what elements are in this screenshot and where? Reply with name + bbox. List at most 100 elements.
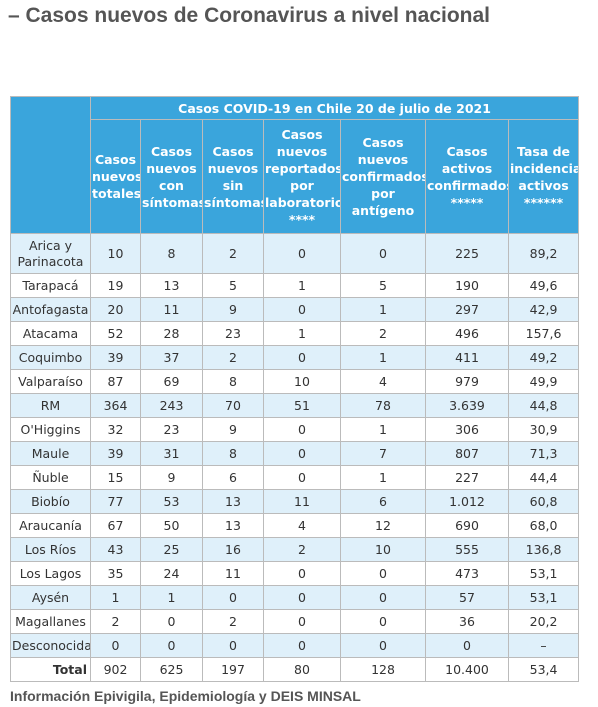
region-cell: Antofagasta [10, 297, 91, 322]
value-cell: 24 [140, 561, 203, 586]
value-cell: 297 [425, 297, 509, 322]
value-cell: 35 [90, 561, 141, 586]
value-cell: 31 [140, 441, 203, 466]
value-cell: 11 [202, 561, 264, 586]
value-cell: 78 [340, 393, 426, 418]
value-cell: 23 [140, 417, 203, 442]
value-cell: 9 [202, 417, 264, 442]
value-cell: 473 [425, 561, 509, 586]
table-row: Desconocida 0 0 0 0 0 0– [10, 633, 580, 658]
total-cell: 902 [90, 657, 141, 682]
region-cell: Biobío [10, 489, 91, 514]
value-cell: 807 [425, 441, 509, 466]
value-cell: 979 [425, 369, 509, 394]
value-cell: 42,9 [507, 297, 580, 322]
value-cell: 411 [425, 345, 509, 370]
value-cell: 225 [425, 233, 509, 274]
table-row: Los Ríos 43 25 16 2 10 555 136,8 [10, 537, 580, 562]
value-cell: 0 [140, 609, 203, 634]
value-cell: 89,2 [507, 233, 580, 274]
source-note: Información Epivigila, Epidemiología y D… [10, 688, 361, 704]
value-cell: 2 [202, 609, 264, 634]
table-row: Antofagasta 20 11 9 0 1 297 42,9 [10, 297, 580, 322]
value-cell: 227 [425, 465, 509, 490]
value-cell: 8 [202, 369, 264, 394]
total-cell: 80 [263, 657, 341, 682]
value-cell: 496 [425, 321, 509, 346]
value-cell: 70 [202, 393, 264, 418]
value-cell: 71,3 [507, 441, 580, 466]
value-cell: 39 [90, 345, 141, 370]
value-cell: 0 [340, 233, 426, 274]
value-cell: 0 [140, 633, 203, 658]
total-label: Total [10, 657, 91, 682]
value-cell: 19 [90, 273, 141, 298]
value-cell: 12 [340, 513, 426, 538]
value-cell: 10 [90, 233, 141, 274]
value-cell: 87 [90, 369, 141, 394]
table-row: Maule 39 31 8 0 7 807 71,3 [10, 441, 580, 466]
value-cell: 0 [340, 561, 426, 586]
value-cell: 10 [340, 537, 426, 562]
value-cell: 0 [425, 633, 509, 658]
value-cell: 1 [140, 585, 203, 610]
value-cell: 49,2 [507, 345, 580, 370]
region-cell: Aysén [10, 585, 91, 610]
value-cell: 1 [340, 465, 426, 490]
total-row: Total 902 625 197 80 128 10.400 53,4 [10, 657, 580, 682]
value-cell: 44,8 [507, 393, 580, 418]
value-cell: 2 [263, 537, 341, 562]
value-cell: 77 [90, 489, 141, 514]
value-cell: 13 [140, 273, 203, 298]
value-cell: 28 [140, 321, 203, 346]
value-cell: 190 [425, 273, 509, 298]
table-row: Araucanía 67 50 13 4 12 690 68,0 [10, 513, 580, 538]
column-header: Casos nuevos con síntomas [140, 119, 203, 234]
region-cell: Coquimbo [10, 345, 91, 370]
value-cell: 51 [263, 393, 341, 418]
total-cell: 53,4 [507, 657, 580, 682]
region-cell: Arica y Parinacota [10, 233, 91, 274]
value-cell: 0 [263, 465, 341, 490]
table-row: Tarapacá 19 13 5 1 5 190 49,6 [10, 273, 580, 298]
value-cell: 0 [263, 345, 341, 370]
table-row: Magallanes 2 0 2 0 0 36 20,2 [10, 609, 580, 634]
table-row: RM 364 243 70 51 78 3.639 44,8 [10, 393, 580, 418]
value-cell: 69 [140, 369, 203, 394]
column-header: Casos nuevos totales [90, 119, 141, 234]
value-cell: 3.639 [425, 393, 509, 418]
table-row: Aysén 1 1 0 0 0 57 53,1 [10, 585, 580, 610]
table-row: Biobío 77 53 13 11 6 1.012 60,8 [10, 489, 580, 514]
table-row: Arica y Parinacota 10 8 2 0 0 225 89,2 [10, 233, 580, 274]
value-cell: 44,4 [507, 465, 580, 490]
value-cell: 2 [90, 609, 141, 634]
value-cell: 1 [340, 297, 426, 322]
value-cell: 306 [425, 417, 509, 442]
region-cell: Magallanes [10, 609, 91, 634]
column-header: Casos activos confirmados ***** [425, 119, 509, 234]
value-cell: 555 [425, 537, 509, 562]
value-cell: 5 [340, 273, 426, 298]
region-cell: Los Ríos [10, 537, 91, 562]
value-cell: 15 [90, 465, 141, 490]
column-header: Casos nuevos reportados por laboratorio … [263, 119, 341, 234]
value-cell: 43 [90, 537, 141, 562]
value-cell: 0 [90, 633, 141, 658]
region-cell: Ñuble [10, 465, 91, 490]
value-cell: 6 [202, 465, 264, 490]
value-cell: 1 [263, 321, 341, 346]
region-cell: Desconocida [10, 633, 91, 658]
value-cell: 8 [140, 233, 203, 274]
value-cell: 0 [340, 633, 426, 658]
table-row: Los Lagos 35 24 11 0 0 473 53,1 [10, 561, 580, 586]
value-cell: 50 [140, 513, 203, 538]
value-cell: 53,1 [507, 561, 580, 586]
value-cell: 37 [140, 345, 203, 370]
value-cell: 1 [90, 585, 141, 610]
value-cell: 25 [140, 537, 203, 562]
column-header: Casos nuevos confirmados por antígeno [340, 119, 426, 234]
value-cell: 11 [140, 297, 203, 322]
value-cell: 0 [202, 633, 264, 658]
value-cell: 0 [340, 585, 426, 610]
